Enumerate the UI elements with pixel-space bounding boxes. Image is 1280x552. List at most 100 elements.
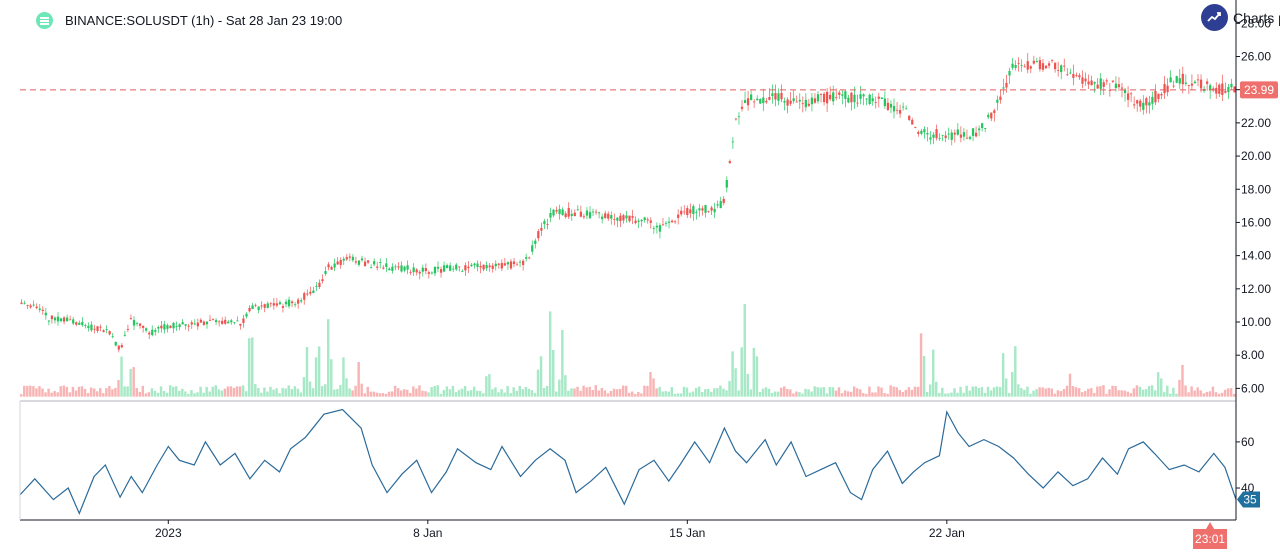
volume-bar [913, 386, 917, 397]
volume-bar [856, 388, 859, 397]
volume-bar [1120, 390, 1123, 397]
volume-bar [770, 392, 774, 397]
volume-bar [515, 390, 518, 397]
candle-body [236, 320, 239, 322]
candle [707, 210, 710, 213]
candle [233, 322, 236, 325]
candle-body [108, 331, 111, 335]
candle [789, 92, 792, 106]
candle-body [412, 267, 415, 273]
candle-body [449, 265, 452, 271]
candle [628, 215, 631, 223]
candle [774, 84, 777, 107]
volume-bar [454, 392, 458, 397]
volume-bar [843, 390, 847, 397]
brand-badge[interactable]: Charts p [1201, 4, 1280, 31]
candle [488, 262, 491, 272]
price-tick-label: 6.00 [1241, 381, 1265, 395]
candle-body [643, 217, 646, 220]
candle-body [1066, 74, 1069, 76]
candle-body [658, 225, 662, 232]
candle-body [333, 263, 336, 268]
volume-bar [196, 392, 199, 397]
volume-bar [1065, 385, 1069, 397]
candle [427, 270, 430, 279]
volume-bar [807, 389, 810, 397]
candle [610, 211, 613, 225]
candle [105, 325, 108, 334]
candle-body [999, 96, 1002, 100]
candle [968, 135, 972, 141]
candle [1227, 84, 1230, 99]
candle [1090, 75, 1093, 86]
volume-bar [418, 385, 421, 397]
volume-bar [479, 390, 482, 397]
volume-bar [387, 391, 391, 397]
volume-bar [655, 388, 658, 397]
candle-body [1035, 61, 1038, 63]
volume-bar [281, 387, 284, 397]
volume-bar [552, 350, 555, 397]
volume-bar [181, 388, 184, 397]
candle-body [1230, 83, 1233, 88]
candle-body [923, 129, 926, 133]
candle-body [610, 215, 613, 219]
candle-body [318, 282, 321, 288]
volume-bar [992, 387, 996, 397]
candle [856, 94, 859, 107]
list-icon[interactable] [36, 12, 53, 29]
candle-body [698, 208, 701, 211]
candle [90, 321, 93, 332]
volume-bar [1099, 386, 1102, 397]
candle [506, 261, 510, 270]
candle-body [570, 213, 573, 216]
rsi-tick-label: 40 [1241, 481, 1255, 495]
candle [756, 95, 759, 101]
volume-bar [1053, 393, 1057, 397]
volume-bar [859, 389, 862, 397]
candle [908, 115, 911, 122]
candle [801, 96, 804, 113]
candle-body [1215, 87, 1218, 94]
candle [120, 343, 123, 349]
volume-bar [935, 381, 938, 397]
candle [1172, 80, 1175, 89]
candle-body [266, 303, 269, 308]
candle-body [667, 221, 671, 223]
volume-bar [393, 385, 397, 397]
candle-body [746, 98, 750, 106]
volume-bar [868, 386, 871, 397]
volume-bar [1193, 390, 1196, 397]
candle [1020, 59, 1023, 72]
candle [1160, 92, 1163, 100]
candle [449, 262, 452, 272]
candle [211, 318, 215, 321]
volume-bar [673, 393, 677, 397]
price-tick-label: 14.00 [1241, 249, 1271, 263]
candle-body [467, 266, 470, 269]
candle [1163, 75, 1166, 99]
candle [871, 93, 874, 106]
candle-body [464, 265, 467, 271]
candle-body [631, 216, 634, 218]
candle-body [230, 320, 233, 323]
volume-bar [126, 386, 129, 397]
volume-bar [232, 387, 236, 397]
volume-bar [953, 388, 956, 397]
volume-bar [105, 388, 108, 397]
candle [725, 176, 728, 193]
volume-bar [1111, 385, 1114, 397]
candle-body [233, 322, 236, 324]
volume-bar [676, 393, 680, 397]
volume-bar [135, 388, 138, 397]
candle-body [576, 209, 579, 211]
candle-body [750, 94, 753, 101]
volume-bar [628, 392, 631, 397]
candle [683, 205, 686, 215]
candle [555, 206, 558, 214]
candle [1130, 91, 1133, 103]
candle-body [1224, 91, 1227, 93]
candle [132, 316, 136, 331]
volume-bars [20, 304, 1236, 397]
